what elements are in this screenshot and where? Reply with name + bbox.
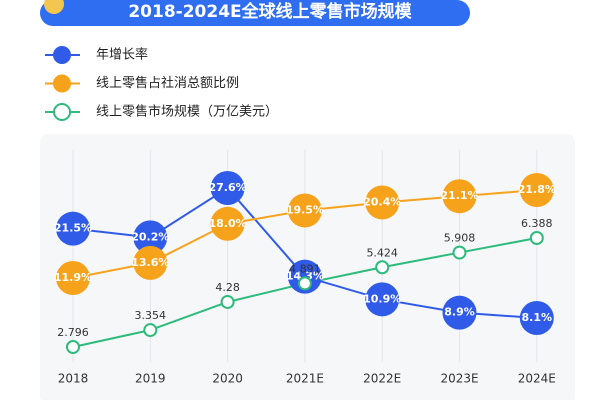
point bbox=[143, 323, 158, 338]
legend-label: 线上零售市场规模（万亿美元） bbox=[96, 104, 278, 120]
point bbox=[297, 276, 312, 291]
x-tick-label: 2020 bbox=[212, 372, 243, 386]
point bbox=[287, 193, 322, 228]
title-banner bbox=[40, 0, 470, 26]
x-tick-label: 2021E bbox=[286, 372, 324, 386]
data-label: 3.354 bbox=[135, 309, 167, 322]
data-label: 20.4% bbox=[363, 195, 401, 208]
data-label: 4.28 bbox=[215, 281, 240, 294]
point bbox=[519, 301, 554, 335]
data-label: 5.908 bbox=[444, 232, 476, 245]
legend-marker bbox=[53, 74, 71, 93]
data-label: 20.2% bbox=[131, 230, 169, 243]
data-label: 21.5% bbox=[54, 222, 92, 235]
data-label: 19.5% bbox=[286, 203, 324, 216]
data-label: 21.8% bbox=[518, 183, 556, 196]
x-tick-label: 2018 bbox=[58, 372, 89, 386]
data-label: 4.891 bbox=[289, 262, 321, 275]
data-label: 14.3% bbox=[286, 270, 324, 283]
data-label: 5.424 bbox=[366, 246, 398, 259]
data-label: 27.6% bbox=[209, 181, 247, 194]
point bbox=[519, 173, 554, 207]
point bbox=[529, 231, 544, 245]
legend-marker bbox=[53, 46, 71, 64]
point bbox=[56, 261, 90, 295]
x-tick-label: 2024E bbox=[518, 372, 556, 386]
point bbox=[133, 245, 168, 280]
point bbox=[210, 171, 245, 205]
point bbox=[56, 211, 90, 246]
data-label: 8.9% bbox=[444, 306, 475, 319]
point bbox=[365, 185, 400, 220]
x-tick-label: 2022E bbox=[363, 372, 401, 386]
point bbox=[210, 206, 245, 241]
title-icon bbox=[44, 0, 64, 14]
point bbox=[442, 179, 477, 214]
data-label: 21.1% bbox=[440, 189, 478, 202]
point bbox=[365, 282, 400, 317]
data-label: 6.388 bbox=[521, 217, 553, 230]
x-tick-label: 2023E bbox=[440, 372, 478, 386]
data-label: 10.9% bbox=[363, 292, 401, 305]
data-label: 13.6% bbox=[131, 256, 169, 269]
chart-title: 2018-2024E全球线上零售市场规模 bbox=[128, 1, 412, 22]
point bbox=[66, 340, 80, 354]
point bbox=[375, 260, 390, 275]
x-tick-label: 2019 bbox=[135, 372, 166, 386]
point bbox=[220, 294, 235, 309]
legend-label: 年增长率 bbox=[96, 47, 148, 63]
legend-marker bbox=[53, 103, 71, 121]
data-label: 2.796 bbox=[57, 326, 89, 339]
data-label: 18.0% bbox=[209, 217, 247, 230]
data-label: 11.9% bbox=[54, 271, 92, 284]
legend-label: 线上零售占社消总额比例 bbox=[96, 75, 239, 91]
data-label: 8.1% bbox=[522, 311, 553, 324]
point bbox=[133, 220, 168, 255]
point bbox=[442, 295, 477, 330]
point bbox=[452, 245, 467, 260]
